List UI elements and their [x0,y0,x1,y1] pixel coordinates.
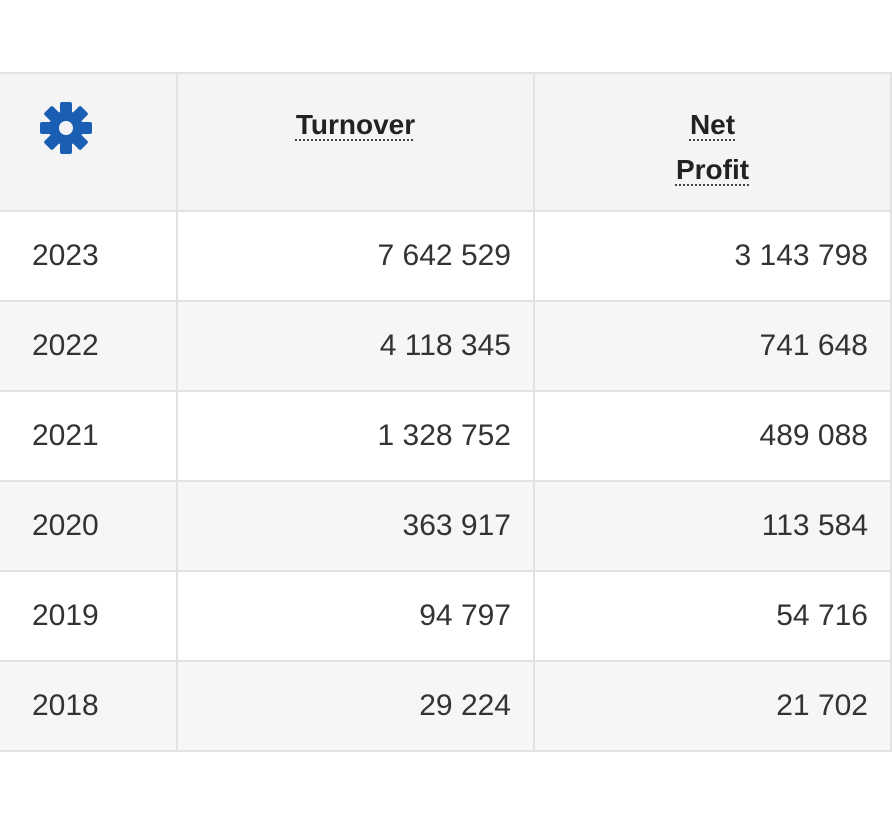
settings-header-cell [0,72,178,212]
table-row: 2020 363 917 113 584 [0,480,892,572]
year-cell: 2023 [0,210,178,302]
turnover-cell: 363 917 [176,480,535,572]
net-profit-cell: 489 088 [533,390,892,482]
net-profit-header[interactable]: Net Profit [533,72,892,212]
net-profit-cell: 113 584 [533,480,892,572]
year-cell: 2018 [0,660,178,752]
table-row: 2022 4 118 345 741 648 [0,300,892,392]
turnover-cell: 7 642 529 [176,210,535,302]
table-header: Turnover Net Profit [0,72,892,212]
turnover-cell: 29 224 [176,660,535,752]
net-profit-cell: 3 143 798 [533,210,892,302]
year-cell: 2020 [0,480,178,572]
financials-table-container: Turnover Net Profit 2023 7 642 529 3 143… [0,72,892,752]
turnover-cell: 94 797 [176,570,535,662]
header-row: Turnover Net Profit [0,72,892,212]
turnover-header[interactable]: Turnover [176,72,535,212]
table-row: 2019 94 797 54 716 [0,570,892,662]
turnover-cell: 1 328 752 [176,390,535,482]
net-profit-header-label-line1: Net [689,109,736,140]
net-profit-header-label-line2: Profit [675,154,750,185]
net-profit-cell: 741 648 [533,300,892,392]
year-cell: 2019 [0,570,178,662]
gear-icon[interactable] [38,100,94,156]
year-cell: 2021 [0,390,178,482]
turnover-cell: 4 118 345 [176,300,535,392]
net-profit-cell: 21 702 [533,660,892,752]
net-profit-cell: 54 716 [533,570,892,662]
year-cell: 2022 [0,300,178,392]
table-row: 2018 29 224 21 702 [0,660,892,752]
table-row: 2023 7 642 529 3 143 798 [0,210,892,302]
table-body: 2023 7 642 529 3 143 798 2022 4 118 345 … [0,210,892,752]
table-row: 2021 1 328 752 489 088 [0,390,892,482]
turnover-header-label: Turnover [295,109,416,140]
financials-table: Turnover Net Profit 2023 7 642 529 3 143… [0,72,892,752]
